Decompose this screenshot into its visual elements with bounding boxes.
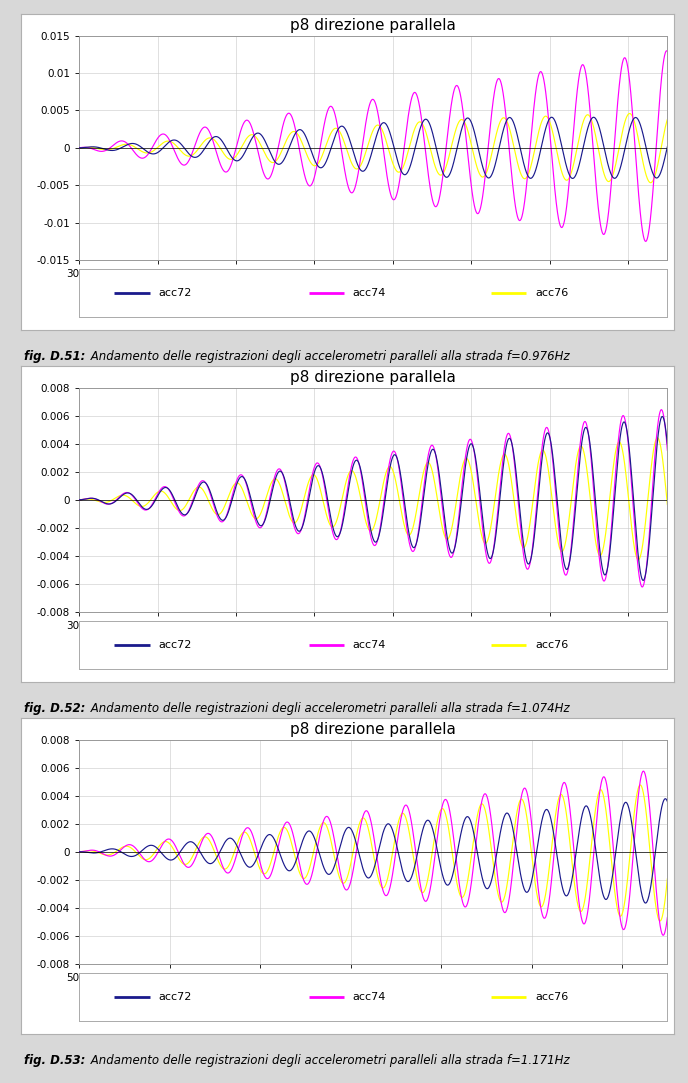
Text: Andamento delle registrazioni degli accelerometri paralleli alla strada f=0.976H: Andamento delle registrazioni degli acce… [87,350,570,363]
Text: acc76: acc76 [535,992,568,1002]
Text: acc74: acc74 [353,288,386,298]
Title: p8 direzione parallela: p8 direzione parallela [290,722,456,738]
Text: acc74: acc74 [353,640,386,650]
Text: acc74: acc74 [353,992,386,1002]
Title: p8 direzione parallela: p8 direzione parallela [290,370,456,386]
Text: acc72: acc72 [158,992,192,1002]
Text: acc72: acc72 [158,640,192,650]
Text: Andamento delle registrazioni degli accelerometri paralleli alla strada f=1.171H: Andamento delle registrazioni degli acce… [87,1054,570,1067]
Text: acc76: acc76 [535,640,568,650]
Title: p8 direzione parallela: p8 direzione parallela [290,18,456,34]
Text: Andamento delle registrazioni degli accelerometri paralleli alla strada f=1.074H: Andamento delle registrazioni degli acce… [87,702,570,715]
Text: acc72: acc72 [158,288,192,298]
Text: fig. D.52:: fig. D.52: [24,702,85,715]
Text: fig. D.51:: fig. D.51: [24,350,85,363]
Text: fig. D.53:: fig. D.53: [24,1054,85,1067]
Text: acc76: acc76 [535,288,568,298]
